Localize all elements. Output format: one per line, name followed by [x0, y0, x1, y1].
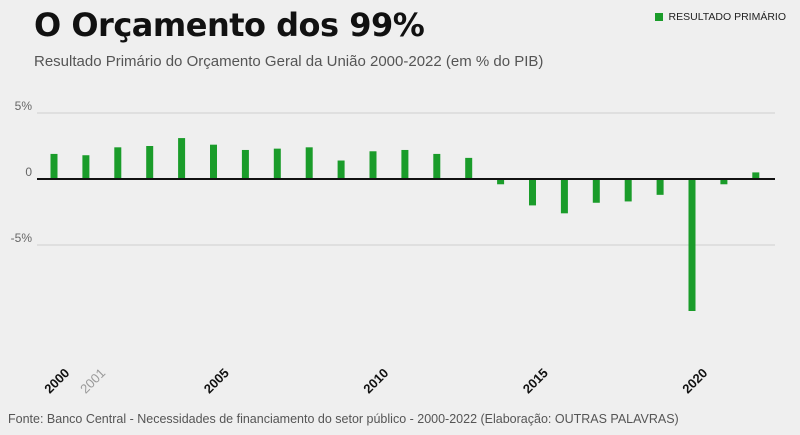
bar — [50, 153, 58, 179]
bar — [146, 146, 154, 179]
y-tick-label: 0 — [25, 165, 32, 179]
bar — [560, 179, 568, 214]
bar — [497, 179, 505, 185]
bar — [465, 157, 473, 179]
bar — [369, 151, 377, 179]
bar — [688, 179, 696, 311]
chart-subtitle: Resultado Primário do Orçamento Geral da… — [34, 53, 544, 70]
bar — [210, 144, 217, 179]
y-tick-label: 5% — [15, 99, 33, 113]
bar — [752, 172, 760, 179]
x-tick-label: 2015 — [520, 365, 551, 396]
bar — [720, 179, 728, 185]
source-note: Fonte: Banco Central - Necessidades de f… — [8, 412, 679, 426]
bar — [114, 147, 122, 179]
bar — [433, 153, 441, 179]
bar — [241, 149, 249, 179]
chart-title: O Orçamento dos 99% — [34, 6, 425, 44]
legend-swatch — [654, 13, 663, 21]
x-tick-label: 2020 — [679, 365, 710, 396]
bar — [305, 147, 313, 179]
x-tick-label: 2005 — [201, 365, 232, 396]
bar — [529, 179, 536, 206]
bar — [178, 138, 186, 179]
y-tick-label: -5% — [11, 231, 33, 245]
legend-label: RESULTADO PRIMÁRIO — [668, 11, 786, 23]
bar — [656, 179, 664, 195]
x-tick-label: 2010 — [360, 365, 391, 396]
bar — [273, 148, 281, 179]
bar — [592, 179, 600, 203]
bar — [624, 179, 632, 202]
chart-legend: RESULTADO PRIMÁRIO — [654, 11, 786, 23]
x-tick-label: 2000 — [41, 365, 72, 396]
bar — [337, 160, 345, 179]
bar — [401, 149, 409, 179]
x-tick-label: 2001 — [77, 365, 108, 396]
bar — [82, 155, 90, 179]
